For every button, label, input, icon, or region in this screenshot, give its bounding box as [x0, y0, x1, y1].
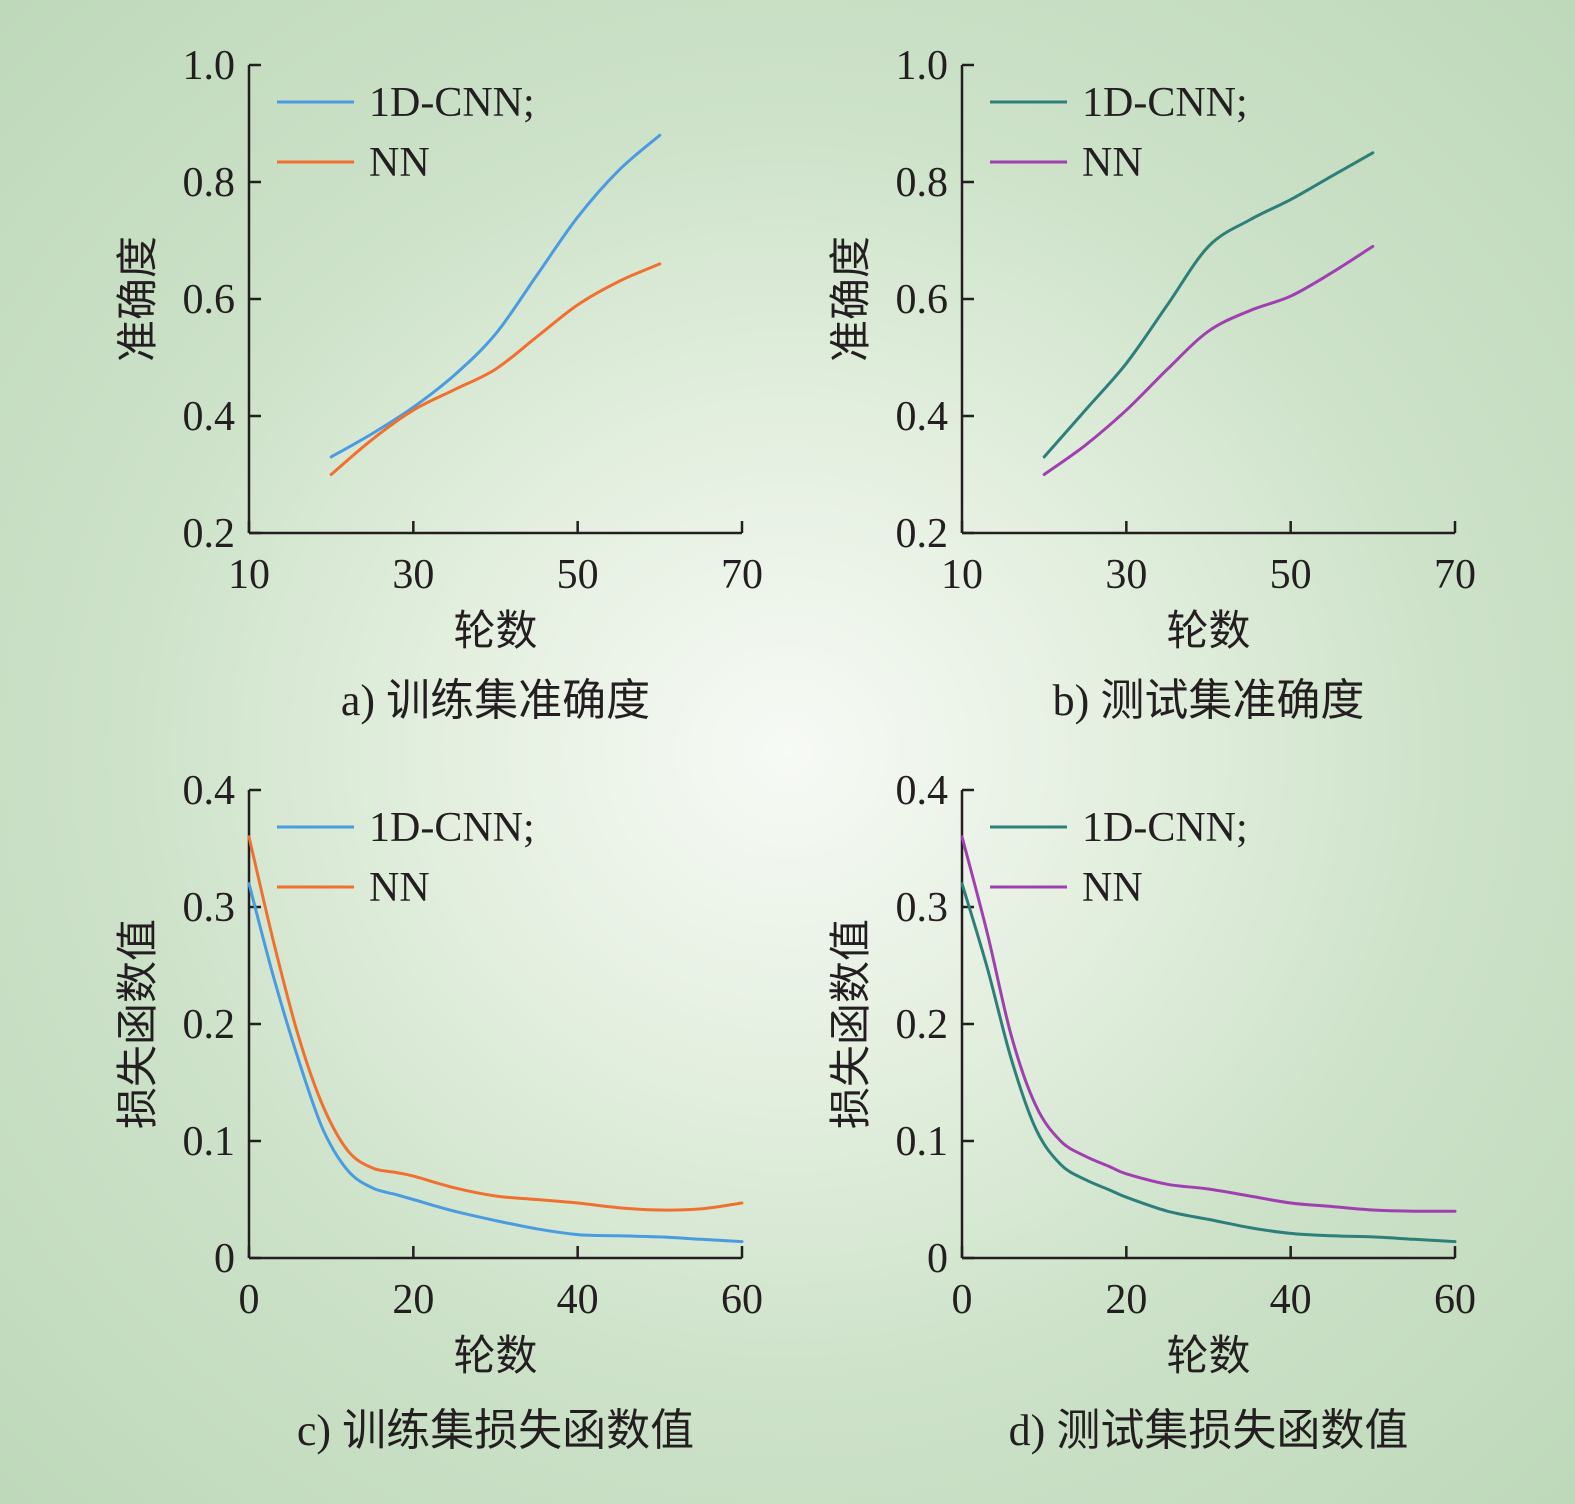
y-tick-label: 0.1 — [896, 1119, 949, 1165]
y-tick-label: 0.2 — [183, 1002, 236, 1048]
legend-label: 1D-CNN; — [1082, 805, 1248, 851]
series-line-nn — [329, 262, 662, 476]
y-tick-label: 0.6 — [896, 277, 949, 323]
panel-caption: c) 训练集损失函数值 — [297, 1406, 694, 1455]
x-tick-label: 10 — [941, 552, 983, 598]
panel-caption: b) 测试集准确度 — [1053, 676, 1365, 725]
x-axis-title: 轮数 — [453, 1334, 537, 1380]
x-tick-label: 30 — [392, 552, 434, 598]
y-tick-label: 0.3 — [183, 885, 236, 931]
series-line-cnn — [1042, 151, 1375, 459]
y-tick-label: 0 — [927, 1236, 948, 1282]
x-tick-label: 40 — [557, 1277, 599, 1323]
chart-panel-c: 0 20 40 60 0 0.1 0.2 0.3 0.4 轮数 损失函数值 c) 训练集损失函数值 1D… — [116, 768, 763, 1455]
series-line-cnn — [247, 882, 744, 1244]
y-tick-label: 1.0 — [896, 43, 949, 89]
series-line-cnn — [329, 133, 662, 459]
x-tick-label: 60 — [721, 1277, 763, 1323]
y-axis-title: 准确度 — [828, 236, 875, 362]
y-tick-label: 0.6 — [183, 277, 236, 323]
x-axis-title: 轮数 — [1166, 1334, 1250, 1380]
x-tick-label: 70 — [1434, 552, 1476, 598]
y-tick-label: 0.4 — [896, 394, 949, 440]
legend-label: 1D-CNN; — [1082, 80, 1248, 126]
x-tick-label: 20 — [1105, 1277, 1147, 1323]
y-axis-title: 准确度 — [115, 236, 162, 362]
x-tick-label: 0 — [239, 1277, 260, 1323]
series-line-nn — [247, 835, 744, 1212]
x-axis-title: 轮数 — [453, 609, 537, 655]
series-line-cnn — [960, 882, 1457, 1244]
legend-label: NN — [369, 140, 430, 186]
chart-panel-b: 10 30 50 70 0.2 0.4 0.6 0.8 1.0 轮数 准确度 b) 测试集准确度 1D-… — [828, 43, 1476, 725]
legend-label: 1D-CNN; — [369, 805, 535, 851]
y-tick-label: 0.3 — [896, 885, 949, 931]
x-tick-label: 10 — [228, 552, 270, 598]
x-tick-label: 30 — [1105, 552, 1147, 598]
x-axis-title: 轮数 — [1166, 609, 1250, 655]
y-tick-label: 0.2 — [896, 1002, 949, 1048]
y-tick-label: 0.8 — [896, 160, 949, 206]
x-tick-label: 60 — [1434, 1277, 1476, 1323]
y-tick-label: 0.2 — [896, 511, 949, 557]
y-tick-label: 0.2 — [183, 511, 236, 557]
legend-label: NN — [1082, 865, 1143, 911]
x-tick-label: 50 — [557, 552, 599, 598]
y-axis-title: 损失函数值 — [116, 919, 162, 1129]
y-tick-label: 0.4 — [896, 768, 949, 814]
x-tick-label: 0 — [952, 1277, 973, 1323]
legend-label: NN — [369, 865, 430, 911]
y-tick-label: 0 — [214, 1236, 235, 1282]
x-tick-label: 20 — [392, 1277, 434, 1323]
chart-panel-a: 10 30 50 70 0.2 0.4 0.6 0.8 1.0 轮数 准确度 a) 训练集准确度 1D-… — [115, 43, 763, 725]
x-tick-label: 50 — [1270, 552, 1312, 598]
y-tick-label: 0.1 — [183, 1119, 236, 1165]
panel-caption: a) 训练集准确度 — [341, 676, 650, 725]
x-tick-label: 40 — [1270, 1277, 1312, 1323]
y-tick-label: 0.4 — [183, 768, 236, 814]
chart-panel-d: 0 20 40 60 0 0.1 0.2 0.3 0.4 轮数 损失函数值 d) 测试集损失函数值 1D… — [829, 768, 1476, 1455]
legend-label: 1D-CNN; — [369, 80, 535, 126]
y-axis-title: 损失函数值 — [829, 919, 875, 1129]
legend-label: NN — [1082, 140, 1143, 186]
x-tick-label: 70 — [721, 552, 763, 598]
y-tick-label: 0.4 — [183, 394, 236, 440]
panel-caption: d) 测试集损失函数值 — [1009, 1406, 1409, 1455]
series-line-nn — [1042, 244, 1375, 476]
series-line-nn — [960, 835, 1457, 1213]
y-tick-label: 1.0 — [183, 43, 236, 89]
y-tick-label: 0.8 — [183, 160, 236, 206]
